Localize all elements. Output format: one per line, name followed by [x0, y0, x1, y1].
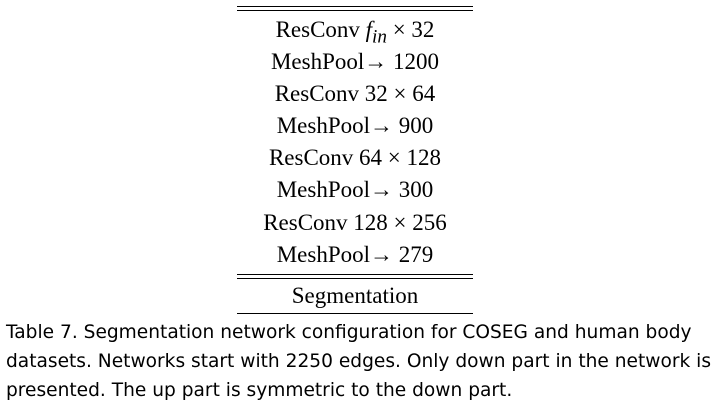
row-suffix: → 1200: [364, 49, 440, 75]
table-caption: Table 7. Segmentation network configurat…: [6, 318, 722, 405]
mid-double-rule: [237, 273, 473, 279]
caption-line: presented. The up part is symmetric to t…: [6, 380, 513, 401]
row-suffix: → 279: [370, 241, 434, 267]
row-math: f: [365, 17, 373, 42]
table-row: ResConv fin × 32: [237, 14, 473, 48]
table-body: ResConv fin × 32 MeshPool→ 1200 ResConv …: [237, 11, 473, 271]
table-row: MeshPool→ 900: [237, 110, 473, 142]
row-suffix: → 300: [370, 177, 434, 203]
row-prefix: MeshPool: [276, 113, 371, 139]
row-prefix: MeshPool: [276, 241, 371, 267]
row-subscript: in: [372, 26, 387, 48]
row-prefix: ResConv: [275, 17, 366, 42]
row-prefix: MeshPool: [270, 49, 365, 75]
caption-line: Table 7. Segmentation network configurat…: [6, 322, 692, 343]
top-double-rule: [237, 6, 473, 11]
caption-line: datasets. Networks start with 2250 edges…: [6, 351, 712, 372]
table-row: MeshPool→ 300: [237, 174, 473, 206]
table-row: ResConv 32 × 64: [237, 78, 473, 110]
row-suffix: 64 × 128: [359, 145, 442, 171]
table-row: ResConv 128 × 256: [237, 207, 473, 239]
network-config-table: ResConv fin × 32 MeshPool→ 1200 ResConv …: [237, 6, 473, 314]
table-footer: Segmentation: [237, 279, 473, 314]
row-prefix: ResConv: [263, 209, 354, 235]
row-suffix: 32 × 64: [364, 81, 436, 107]
row-prefix: ResConv: [268, 145, 360, 171]
row-suffix: 128 × 256: [353, 209, 447, 235]
table-row: MeshPool→ 279: [237, 239, 473, 271]
row-prefix: MeshPool: [276, 177, 371, 203]
table-row: ResConv 64 × 128: [237, 142, 473, 174]
row-prefix: ResConv: [274, 81, 365, 107]
row-suffix: × 32: [386, 17, 435, 42]
table-row: MeshPool→ 1200: [237, 46, 473, 78]
row-suffix: → 900: [370, 113, 434, 139]
